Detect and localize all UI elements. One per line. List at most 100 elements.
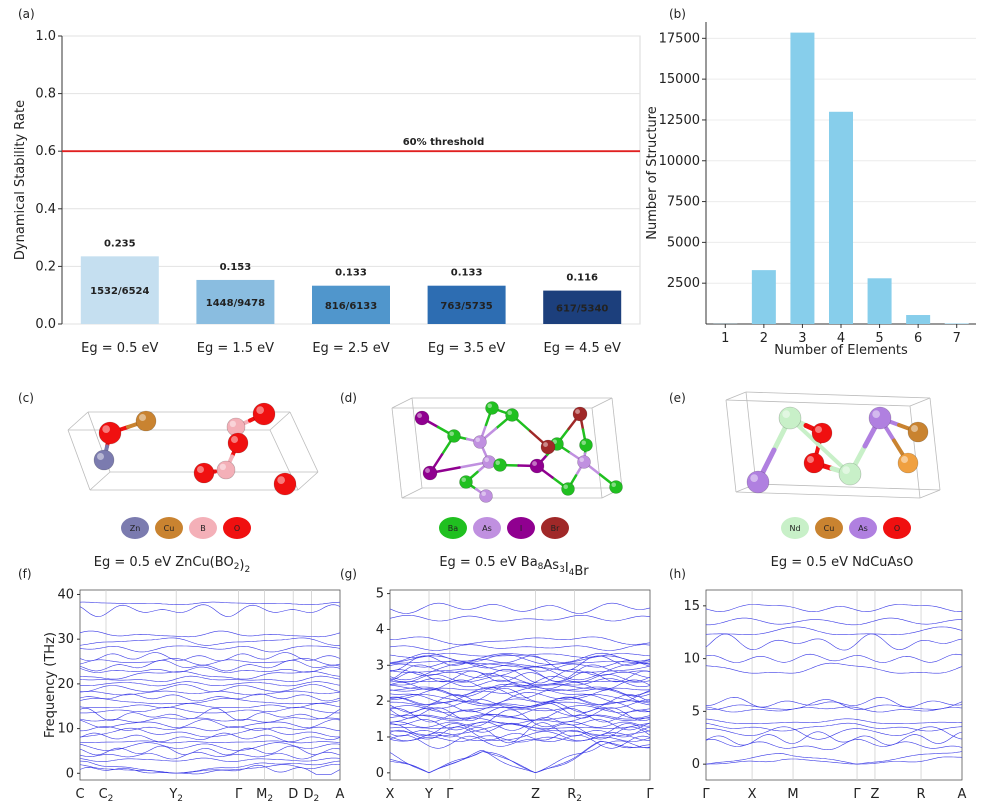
band-line-g xyxy=(389,735,651,743)
xtick-label-f: A xyxy=(336,787,345,802)
unit-cell-e xyxy=(725,399,911,407)
bar-count-label-a: 617/5340 xyxy=(556,303,608,314)
ytick-label-b: 10000 xyxy=(659,154,700,169)
band-line-f xyxy=(79,727,340,738)
band-line-f xyxy=(79,742,341,751)
band-line-f xyxy=(79,690,341,696)
xtick-label-g: Y xyxy=(424,787,433,802)
ytick-label-h: 15 xyxy=(683,599,700,614)
legend-e-swatch xyxy=(781,517,809,539)
band-line-g xyxy=(389,655,651,671)
atom-as xyxy=(577,455,591,469)
atom-o xyxy=(252,402,276,426)
atom-as xyxy=(746,470,770,494)
atom-zn xyxy=(93,449,115,471)
legend-d-swatch xyxy=(507,517,535,539)
plot-frame-h xyxy=(705,589,963,781)
ytick-label-a: 0.4 xyxy=(35,202,56,217)
atom-b-sphere xyxy=(216,460,236,480)
ytick-label-g: 1 xyxy=(376,730,384,745)
bar-value-label-a: 0.153 xyxy=(220,262,252,273)
xtick-label-a: Eg = 4.5 eV xyxy=(544,341,621,356)
band-line-g xyxy=(389,707,651,719)
band-line-f xyxy=(80,726,341,732)
band-line-g xyxy=(389,721,651,729)
xtick-label-h: X xyxy=(748,787,757,802)
legend-c-label: O xyxy=(234,524,240,533)
ytick-label-g: 2 xyxy=(376,694,384,709)
legend-c-label: Zn xyxy=(130,524,141,533)
atom-o-sphere xyxy=(803,452,825,474)
ytick-label-g: 4 xyxy=(376,622,384,637)
xlabel-b: Number of Elements xyxy=(774,343,908,358)
xtick-label-b: 3 xyxy=(798,331,806,346)
xtick-label-b: 1 xyxy=(721,331,729,346)
atom-nd xyxy=(778,406,802,430)
atom-cu xyxy=(897,452,919,474)
unit-cell-e xyxy=(755,483,941,491)
xtick-label-h: Γ xyxy=(702,787,710,802)
unit-cell-c xyxy=(289,411,319,473)
ytick-label-h: 5 xyxy=(692,704,700,719)
band-line-g xyxy=(389,707,651,723)
band-line-f xyxy=(79,601,341,605)
atom-o-highlight xyxy=(807,456,814,463)
atom-as xyxy=(479,489,493,503)
atom-ba xyxy=(609,480,623,494)
unit-cell-c xyxy=(89,471,111,491)
bar-b xyxy=(790,32,815,324)
bar-a xyxy=(196,279,275,324)
ytick-label-a: 0.6 xyxy=(35,144,56,159)
atom-ba xyxy=(579,438,593,452)
band-line-f xyxy=(79,684,341,692)
band-line-h xyxy=(706,617,962,626)
ytick-label-g: 5 xyxy=(376,587,384,602)
unit-cell-d xyxy=(401,487,423,499)
xtick-label-a: Eg = 0.5 eV xyxy=(81,341,158,356)
atom-nd-sphere xyxy=(778,406,802,430)
band-line-g xyxy=(389,615,651,622)
bar-count-label-a: 1532/6524 xyxy=(90,286,149,297)
atom-br xyxy=(540,439,556,455)
ylabel-f: Frequency (THz) xyxy=(43,632,58,738)
atom-zn-sphere xyxy=(93,449,115,471)
atom-nd-highlight xyxy=(842,466,851,474)
band-line-h xyxy=(705,699,963,711)
ytick-label-b: 2500 xyxy=(667,276,700,291)
unit-cell-c xyxy=(269,411,291,431)
xtick-label-g: Γ xyxy=(646,787,654,802)
atom-nd-highlight xyxy=(782,410,791,418)
band-line-g xyxy=(389,722,651,744)
bar-value-label-a: 0.133 xyxy=(335,268,367,279)
panel-label-d: (d) xyxy=(340,391,357,405)
unit-cell-d xyxy=(611,397,623,489)
band-line-f xyxy=(79,630,341,638)
legend-d-label: As xyxy=(482,524,492,533)
threshold-label: 60% threshold xyxy=(403,137,485,148)
band-line-g xyxy=(389,684,651,691)
band-line-g xyxy=(389,652,651,663)
atom-o-sphere xyxy=(273,472,297,496)
panel-label-e: (e) xyxy=(669,391,686,405)
band-line-f xyxy=(79,764,341,774)
band-line-g xyxy=(389,687,651,703)
band-line-h xyxy=(705,731,963,746)
band-line-g xyxy=(389,702,651,722)
band-line-f xyxy=(79,717,341,723)
atom-cu-sphere xyxy=(907,421,929,443)
xtick-label-h: M xyxy=(787,787,798,802)
band-line-g xyxy=(389,696,651,707)
bar-b xyxy=(867,278,892,324)
atom-as-highlight xyxy=(481,491,486,496)
panel-label-b: (b) xyxy=(669,7,686,21)
band-line-f xyxy=(79,745,341,756)
bar-count-label-a: 763/5735 xyxy=(440,301,492,312)
bar-a xyxy=(543,290,622,324)
band-line-g xyxy=(389,653,651,658)
ytick-label-f: 20 xyxy=(57,677,74,692)
atom-cu-highlight xyxy=(911,425,918,432)
band-line-h xyxy=(705,653,963,663)
unit-cell-d xyxy=(391,397,413,409)
legend-e-label: O xyxy=(894,524,900,533)
